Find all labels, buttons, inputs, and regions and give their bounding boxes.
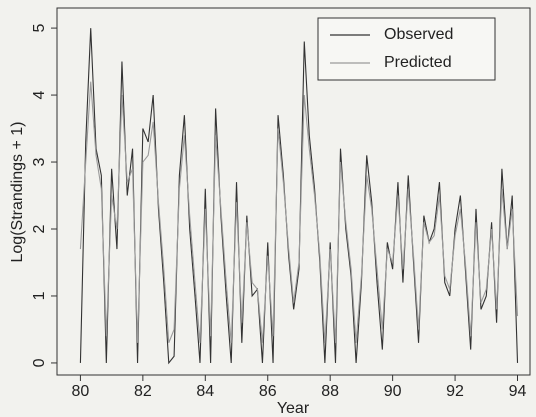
- data-line: [79, 81, 519, 344]
- y-tick-label: 0: [31, 358, 48, 367]
- y-axis-label: Log(Strandings + 1): [9, 122, 26, 263]
- x-tick-label: 90: [384, 383, 402, 400]
- y-tick-label: 5: [31, 24, 48, 33]
- x-axis-label: Year: [277, 400, 310, 417]
- y-tick-label: 2: [31, 224, 48, 233]
- y-tick-label: 3: [31, 157, 48, 166]
- x-tick-label: 94: [509, 383, 527, 400]
- x-tick-label: 86: [259, 383, 277, 400]
- x-tick-label: 80: [72, 383, 90, 400]
- legend-label: Predicted: [384, 54, 452, 71]
- legend-label: Observed: [384, 26, 453, 43]
- legend-box: [317, 17, 496, 81]
- y-tick-label: 4: [31, 91, 48, 100]
- y-tick-label: 1: [31, 291, 48, 300]
- x-tick-label: 88: [321, 383, 339, 400]
- data-line: [79, 28, 519, 365]
- plot-frame: [56, 7, 531, 376]
- x-tick-label: 92: [446, 383, 464, 400]
- x-tick-label: 82: [134, 383, 152, 400]
- x-tick-label: 84: [196, 383, 214, 400]
